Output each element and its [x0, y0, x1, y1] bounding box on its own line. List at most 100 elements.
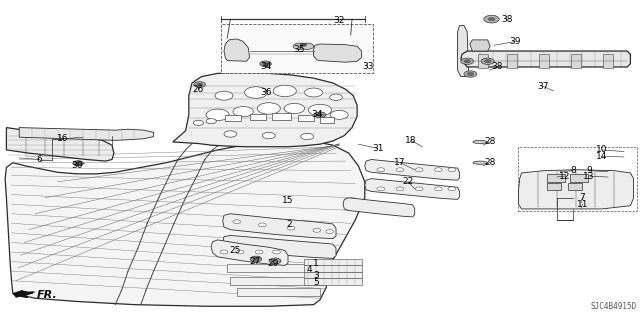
Circle shape: [233, 107, 253, 117]
Circle shape: [415, 168, 423, 172]
Polygon shape: [13, 290, 35, 297]
Bar: [568, 183, 582, 190]
Text: 9: 9: [586, 166, 591, 175]
Text: 18: 18: [405, 136, 417, 145]
Text: 11: 11: [577, 200, 588, 209]
Polygon shape: [173, 73, 357, 147]
Circle shape: [73, 161, 83, 166]
Text: 26: 26: [193, 85, 204, 94]
Circle shape: [396, 187, 404, 191]
Circle shape: [273, 85, 296, 97]
Circle shape: [255, 250, 263, 254]
Circle shape: [197, 83, 202, 86]
Bar: [272, 113, 291, 120]
Text: 10: 10: [596, 145, 607, 154]
Bar: [227, 264, 336, 272]
Circle shape: [435, 187, 442, 191]
Text: FR.: FR.: [37, 290, 58, 300]
Bar: [507, 54, 517, 68]
Circle shape: [317, 114, 323, 116]
Circle shape: [293, 43, 306, 49]
Polygon shape: [518, 170, 634, 209]
Circle shape: [484, 60, 491, 63]
Bar: [320, 117, 334, 123]
Polygon shape: [461, 51, 630, 67]
Circle shape: [314, 112, 326, 118]
Text: SJC4B4915D: SJC4B4915D: [591, 302, 637, 311]
Bar: [478, 54, 488, 68]
Text: 34: 34: [260, 63, 271, 71]
Circle shape: [313, 228, 321, 232]
Circle shape: [448, 187, 456, 191]
Circle shape: [484, 15, 499, 23]
Ellipse shape: [473, 161, 487, 164]
Bar: [304, 278, 362, 285]
Circle shape: [415, 187, 423, 191]
Bar: [250, 114, 266, 120]
Circle shape: [301, 43, 314, 49]
Polygon shape: [223, 214, 336, 239]
Text: 15: 15: [282, 197, 294, 205]
Bar: [603, 54, 613, 68]
Circle shape: [461, 58, 474, 64]
Circle shape: [224, 131, 237, 137]
Text: 35: 35: [294, 45, 305, 54]
Polygon shape: [19, 128, 154, 140]
Circle shape: [253, 258, 259, 260]
Text: 6: 6: [37, 155, 42, 164]
Text: 27: 27: [249, 257, 260, 266]
Polygon shape: [314, 44, 362, 62]
Circle shape: [259, 223, 266, 227]
Bar: [571, 54, 581, 68]
Circle shape: [435, 168, 442, 172]
Circle shape: [262, 132, 275, 139]
Bar: [518, 147, 637, 211]
Circle shape: [194, 82, 205, 87]
Bar: [230, 277, 326, 285]
Circle shape: [76, 162, 81, 165]
Circle shape: [396, 168, 404, 172]
Text: 29: 29: [267, 259, 278, 268]
Text: 1: 1: [314, 259, 319, 268]
Text: 2: 2: [287, 220, 292, 229]
Bar: [304, 265, 362, 272]
Circle shape: [220, 250, 228, 254]
Circle shape: [273, 250, 280, 254]
Bar: [304, 259, 362, 265]
Circle shape: [330, 94, 342, 100]
Bar: [237, 288, 320, 296]
Text: 32: 32: [333, 16, 345, 25]
Text: 13: 13: [583, 172, 595, 181]
Text: 38: 38: [492, 63, 503, 71]
Circle shape: [215, 91, 233, 100]
Bar: [221, 24, 373, 73]
Circle shape: [300, 43, 307, 46]
Circle shape: [193, 120, 204, 125]
Circle shape: [377, 187, 385, 191]
Circle shape: [284, 103, 305, 114]
Circle shape: [448, 168, 456, 172]
Text: 36: 36: [260, 88, 271, 97]
Circle shape: [377, 168, 385, 172]
Bar: [547, 183, 561, 190]
Bar: [225, 115, 241, 121]
Circle shape: [244, 87, 268, 98]
Text: 39: 39: [509, 37, 521, 46]
Circle shape: [233, 220, 241, 224]
Polygon shape: [458, 26, 468, 77]
Text: 28: 28: [484, 137, 495, 146]
Ellipse shape: [473, 140, 487, 144]
Text: 28: 28: [484, 158, 495, 167]
Text: 34: 34: [311, 110, 323, 119]
Circle shape: [250, 256, 262, 262]
Circle shape: [464, 60, 470, 63]
Circle shape: [481, 58, 494, 64]
Circle shape: [257, 103, 280, 114]
Circle shape: [236, 250, 244, 254]
Text: 31: 31: [372, 144, 383, 153]
Text: 37: 37: [537, 82, 548, 91]
Text: 8: 8: [570, 166, 575, 175]
Text: 4: 4: [307, 265, 312, 274]
Circle shape: [206, 109, 229, 121]
Circle shape: [308, 104, 332, 116]
